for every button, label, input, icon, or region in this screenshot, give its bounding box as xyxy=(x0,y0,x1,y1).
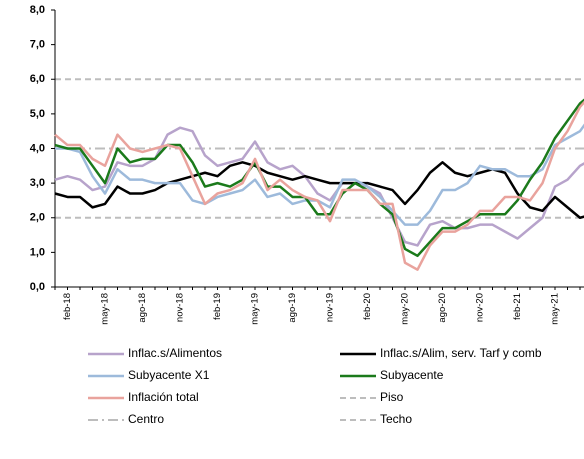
legend-label: Piso xyxy=(380,390,404,404)
x-tick-label: feb-20 xyxy=(362,293,373,320)
y-tick-label: 7,0 xyxy=(30,39,45,51)
series-line xyxy=(54,161,584,219)
x-tick-label: ago-20 xyxy=(437,293,448,323)
legend-label: Centro xyxy=(128,412,164,426)
x-tick-label: may-19 xyxy=(250,293,261,325)
y-tick-label: 8,0 xyxy=(30,4,45,16)
legend-label: Techo xyxy=(380,412,412,426)
y-tick-label: 5,0 xyxy=(30,108,45,120)
legend-label: Subyacente xyxy=(380,368,444,382)
y-tick-label: 1,0 xyxy=(30,246,45,258)
x-tick-label: nov-19 xyxy=(325,293,336,322)
x-tick-label: nov-18 xyxy=(175,293,186,322)
legend-label: Inflac.s/Alimentos xyxy=(128,346,222,360)
series-line xyxy=(55,123,584,226)
x-tick-label: feb-18 xyxy=(62,293,73,320)
x-tick-label: may-18 xyxy=(100,293,111,325)
y-tick-label: 6,0 xyxy=(30,73,45,85)
y-tick-label: 3,0 xyxy=(30,177,45,189)
legend-label: Inflación total xyxy=(128,390,199,404)
x-tick-label: ago-18 xyxy=(137,293,148,323)
legend-label: Inflac.s/Alim, serv. Tarf y comb xyxy=(380,346,542,360)
y-tick-label: 0,0 xyxy=(30,281,45,293)
series-line xyxy=(54,100,584,271)
x-tick-label: feb-21 xyxy=(512,293,523,320)
y-tick-label: 4,0 xyxy=(30,142,45,154)
legend-label: Subyacente X1 xyxy=(128,368,210,382)
x-tick-label: may-20 xyxy=(400,293,411,325)
x-tick-label: may-21 xyxy=(550,293,561,325)
series-line xyxy=(54,98,584,258)
x-tick-label: feb-19 xyxy=(212,293,223,320)
y-tick-label: 2,0 xyxy=(30,212,45,224)
x-tick-label: ago-19 xyxy=(287,293,298,323)
series-line xyxy=(54,126,584,247)
x-tick-label: nov-20 xyxy=(475,293,486,322)
